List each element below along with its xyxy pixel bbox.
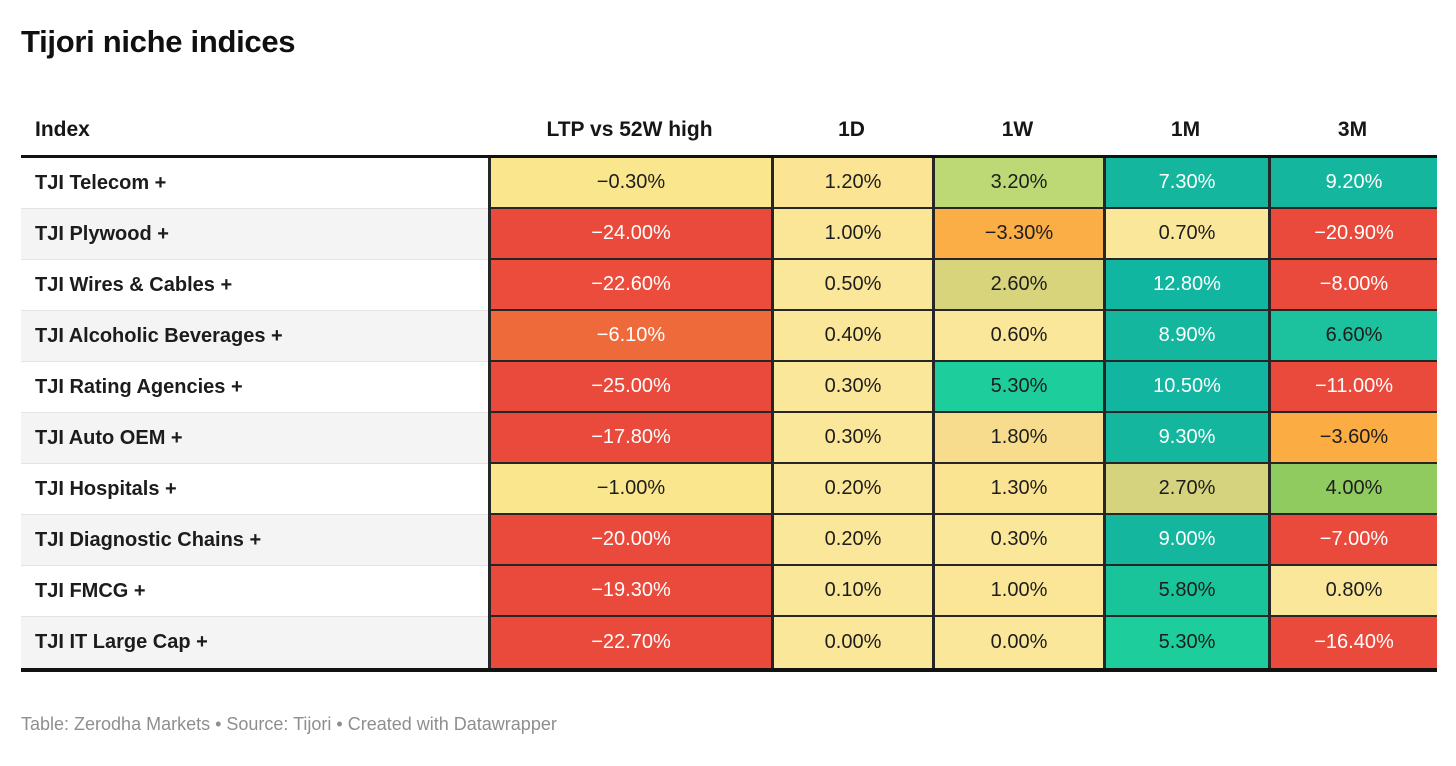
- value-cell: −25.00%: [488, 362, 771, 413]
- value-cell: 5.80%: [1103, 566, 1268, 617]
- value-cell: 9.30%: [1103, 413, 1268, 464]
- table-row-tji-rating-agencies: TJI Rating Agencies + −25.00% 0.30% 5.30% 10…: [21, 362, 1437, 413]
- row-index-label[interactable]: TJI IT Large Cap +: [21, 617, 488, 668]
- page-title: Tijori niche indices: [21, 24, 296, 59]
- table-row-tji-telecom: TJI Telecom + −0.30% 1.20% 3.20% 7.30% 9.20%: [21, 158, 1437, 209]
- table-row-tji-alcoholic-beverages: TJI Alcoholic Beverages + −6.10% 0.40% 0.60…: [21, 311, 1437, 362]
- value-cell: 0.30%: [771, 362, 932, 413]
- value-cell: −20.00%: [488, 515, 771, 566]
- column-header-1m: 1M: [1170, 118, 1201, 141]
- row-index-label[interactable]: TJI Auto OEM +: [21, 413, 488, 464]
- value-cell: 1.30%: [932, 464, 1103, 515]
- value-cell: 0.40%: [771, 311, 932, 362]
- table-row-tji-it-large-cap: TJI IT Large Cap + −22.70% 0.00% 0.00% 5.30%…: [21, 617, 1437, 668]
- value-cell: 0.50%: [771, 260, 932, 311]
- value-cell: −1.00%: [488, 464, 771, 515]
- value-cell: −22.60%: [488, 260, 771, 311]
- table-row-tji-fmcg: TJI FMCG + −19.30% 0.10% 1.00% 5.80% 0.80%: [21, 566, 1437, 617]
- column-header-index: Index: [35, 118, 90, 141]
- value-cell: 12.80%: [1103, 260, 1268, 311]
- value-cell: −3.30%: [932, 209, 1103, 260]
- value-cell: 5.30%: [1103, 617, 1268, 668]
- value-cell: −22.70%: [488, 617, 771, 668]
- table-row-tji-diagnostic-chains: TJI Diagnostic Chains + −20.00% 0.20% 0.30%…: [21, 515, 1437, 566]
- value-cell: −7.00%: [1268, 515, 1437, 566]
- attribution-text: Table: Zerodha Markets • Source: Tijori …: [21, 714, 557, 734]
- row-index-label[interactable]: TJI Alcoholic Beverages +: [21, 311, 488, 362]
- value-cell: 0.80%: [1268, 566, 1437, 617]
- table-row-tji-auto-oem: TJI Auto OEM + −17.80% 0.30% 1.80% 9.30% −3.6…: [21, 413, 1437, 464]
- value-cell: 0.70%: [1103, 209, 1268, 260]
- value-cell: −3.60%: [1268, 413, 1437, 464]
- table-header-row: Index LTP vs 52W high 1D 1W 1M 3M: [21, 118, 1437, 158]
- column-header-ltp-vs-52w-high: LTP vs 52W high: [546, 118, 713, 141]
- value-cell: 9.00%: [1103, 515, 1268, 566]
- value-cell: −11.00%: [1268, 362, 1437, 413]
- value-cell: 1.20%: [771, 158, 932, 209]
- value-cell: 10.50%: [1103, 362, 1268, 413]
- value-cell: 9.20%: [1268, 158, 1437, 209]
- value-cell: −16.40%: [1268, 617, 1437, 668]
- value-cell: −24.00%: [488, 209, 771, 260]
- value-cell: −6.10%: [488, 311, 771, 362]
- table-row-tji-hospitals: TJI Hospitals + −1.00% 0.20% 1.30% 2.70% 4.00…: [21, 464, 1437, 515]
- value-cell: −20.90%: [1268, 209, 1437, 260]
- value-cell: 0.20%: [771, 464, 932, 515]
- value-cell: −0.30%: [488, 158, 771, 209]
- value-cell: 1.00%: [771, 209, 932, 260]
- value-cell: 6.60%: [1268, 311, 1437, 362]
- row-index-label[interactable]: TJI Rating Agencies +: [21, 362, 488, 413]
- value-cell: 0.30%: [771, 413, 932, 464]
- value-cell: 5.30%: [932, 362, 1103, 413]
- value-cell: 0.00%: [771, 617, 932, 668]
- row-index-label[interactable]: TJI Wires & Cables +: [21, 260, 488, 311]
- value-cell: 0.30%: [932, 515, 1103, 566]
- value-cell: 8.90%: [1103, 311, 1268, 362]
- row-index-label[interactable]: TJI Diagnostic Chains +: [21, 515, 488, 566]
- table-body: TJI Telecom + −0.30% 1.20% 3.20% 7.30% 9.20% T…: [21, 158, 1437, 672]
- column-header-3m: 3M: [1337, 118, 1368, 141]
- row-index-label[interactable]: TJI Plywood +: [21, 209, 488, 260]
- value-cell: 0.10%: [771, 566, 932, 617]
- value-cell: 0.60%: [932, 311, 1103, 362]
- column-header-1d: 1D: [838, 118, 865, 141]
- value-cell: 2.70%: [1103, 464, 1268, 515]
- value-cell: 4.00%: [1268, 464, 1437, 515]
- row-index-label[interactable]: TJI FMCG +: [21, 566, 488, 617]
- value-cell: −8.00%: [1268, 260, 1437, 311]
- value-cell: 7.30%: [1103, 158, 1268, 209]
- row-index-label[interactable]: TJI Hospitals +: [21, 464, 488, 515]
- row-index-label[interactable]: TJI Telecom +: [21, 158, 488, 209]
- column-header-1w: 1W: [1001, 118, 1034, 141]
- table-row-tji-wires-cables: TJI Wires & Cables + −22.60% 0.50% 2.60% 12.…: [21, 260, 1437, 311]
- value-cell: 3.20%: [932, 158, 1103, 209]
- table-row-tji-plywood: TJI Plywood + −24.00% 1.00% −3.30% 0.70% −20.…: [21, 209, 1437, 260]
- value-cell: 1.80%: [932, 413, 1103, 464]
- value-cell: −19.30%: [488, 566, 771, 617]
- value-cell: 0.00%: [932, 617, 1103, 668]
- value-cell: −17.80%: [488, 413, 771, 464]
- value-cell: 2.60%: [932, 260, 1103, 311]
- value-cell: 1.00%: [932, 566, 1103, 617]
- value-cell: 0.20%: [771, 515, 932, 566]
